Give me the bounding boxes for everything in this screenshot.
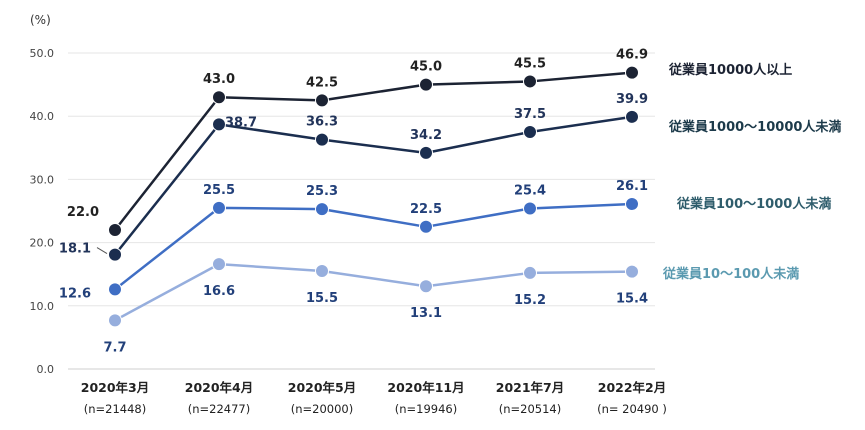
y-tick-label: 0.0 [37, 363, 55, 376]
legend-label-10000-plus: 従業員10000人以上 [668, 62, 792, 78]
legend-label-1000-10000: 従業員1000〜10000人未満 [668, 119, 841, 135]
data-label-100-1000: 22.5 [410, 202, 442, 217]
data-point-10000-plus [625, 65, 639, 80]
gridlines [68, 52, 655, 370]
data-point-100-1000 [523, 201, 537, 216]
data-label-10-100: 13.1 [410, 306, 442, 321]
x-sample-size-label: (n=21448) [84, 402, 146, 416]
data-label-10000-plus: 45.5 [514, 56, 546, 71]
data-label-10000-plus: 46.9 [616, 48, 648, 63]
y-axis-unit-label: (%) [30, 13, 51, 27]
x-sample-size-label: (n=20514) [499, 402, 561, 416]
data-label-10-100: 15.4 [616, 292, 648, 307]
data-label-10000-plus: 22.0 [67, 205, 99, 220]
data-point-10-100 [523, 265, 537, 280]
y-tick-label: 30.0 [30, 173, 55, 186]
data-point-1000-10000 [212, 117, 226, 132]
series-line-10000-plus [114, 71, 633, 231]
data-point-10-100 [625, 264, 639, 279]
data-point-1000-10000 [108, 247, 122, 262]
data-point-10000-plus [212, 90, 226, 105]
series-line-1000-10000 [114, 115, 633, 256]
data-label-10000-plus: 45.0 [410, 60, 442, 75]
data-label-100-1000: 25.4 [514, 183, 546, 198]
x-sample-size-label: (n= 20490 ) [597, 402, 667, 416]
data-label-100-1000: 26.1 [616, 179, 648, 194]
data-labels: 22.0 43.0 42.5 45.0 45.5 46.9 18.1 38.7 36.3 34.2… [59, 48, 648, 356]
x-sample-size-label: (n=19946) [395, 402, 457, 416]
data-point-100-1000 [108, 282, 122, 297]
x-sample-size-label: (n=22477) [188, 402, 250, 416]
y-tick-label: 20.0 [30, 237, 55, 250]
data-label-10-100: 16.6 [203, 284, 235, 299]
data-label-10-100: 15.2 [514, 293, 546, 308]
data-label-1000-10000: 39.9 [616, 92, 648, 107]
x-tick-label: 2020年11月 [387, 380, 464, 395]
data-label-10-100: 7.7 [103, 340, 126, 355]
data-label-1000-10000: 37.5 [514, 107, 546, 122]
legend-label-10-100: 従業員10〜100人未満 [662, 266, 799, 282]
data-point-100-1000 [212, 200, 226, 215]
series-line-100-1000 [114, 202, 633, 291]
data-point-10000-plus [419, 77, 433, 92]
x-tick-label: 2020年5月 [288, 380, 357, 395]
leader-line [96, 247, 108, 255]
data-point-100-1000 [625, 197, 639, 212]
data-label-1000-10000: 18.1 [59, 242, 91, 257]
x-tick-label: 2021年7月 [496, 380, 565, 395]
series-points [108, 65, 639, 328]
x-axis-labels: 2020年3月 (n=21448) 2020年4月 (n=22477) 2020年5月 (… [81, 380, 667, 416]
data-point-1000-10000 [523, 125, 537, 139]
data-label-100-1000: 12.6 [59, 286, 91, 301]
data-label-100-1000: 25.3 [306, 184, 338, 199]
y-axis-ticks: 0.0 10.0 20.0 30.0 40.0 50.0 [30, 47, 55, 376]
y-tick-label: 50.0 [30, 47, 55, 60]
data-label-100-1000: 25.5 [203, 183, 235, 198]
series-lines [114, 71, 633, 322]
data-label-10000-plus: 42.5 [306, 75, 338, 90]
data-point-10000-plus [108, 222, 122, 237]
legend: 従業員10000人以上従業員1000〜10000人未満従業員100〜1000人未… [662, 62, 841, 282]
data-point-100-1000 [315, 202, 329, 217]
y-tick-label: 10.0 [30, 300, 55, 313]
data-point-100-1000 [419, 219, 433, 234]
data-point-10000-plus [315, 93, 329, 108]
data-point-10-100 [212, 257, 226, 272]
data-label-1000-10000: 38.7 [225, 115, 257, 130]
data-label-1000-10000: 36.3 [306, 115, 338, 130]
series-line-10-100 [114, 262, 633, 322]
x-tick-label: 2022年2月 [598, 380, 667, 395]
data-point-1000-10000 [625, 109, 639, 124]
data-point-1000-10000 [315, 132, 329, 147]
data-label-10-100: 15.5 [306, 291, 338, 306]
data-label-1000-10000: 34.2 [410, 128, 442, 143]
data-point-1000-10000 [419, 145, 433, 160]
data-point-10-100 [108, 313, 122, 328]
x-sample-size-label: (n=20000) [291, 402, 353, 416]
x-tick-label: 2020年4月 [185, 380, 254, 395]
data-point-10-100 [315, 264, 329, 279]
x-tick-label: 2020年3月 [81, 380, 150, 395]
data-point-10000-plus [523, 74, 537, 89]
legend-label-100-1000: 従業員100〜1000人未満 [676, 196, 831, 212]
data-label-10000-plus: 43.0 [203, 72, 235, 87]
y-tick-label: 40.0 [30, 110, 55, 123]
data-point-10-100 [419, 279, 433, 294]
